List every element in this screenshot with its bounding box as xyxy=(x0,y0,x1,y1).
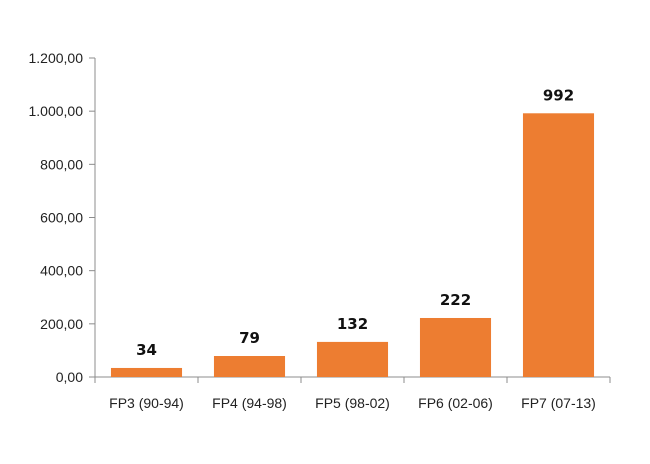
x-axis: FP3 (90-94) FP4 (94-98) FP5 (98-02) FP6 (02… xyxy=(94,376,611,411)
y-tick-label: 600,00 xyxy=(40,210,83,226)
y-axis: 0,00 200,00 400,00 600,00 800,00 1.000,00 1.20… xyxy=(29,50,96,385)
data-labels: 34 79 132 222 992 xyxy=(136,86,574,359)
y-tick-label: 1.000,00 xyxy=(29,103,84,119)
y-tick-label: 1.200,00 xyxy=(29,50,84,66)
bar xyxy=(110,367,183,377)
x-tick-label: FP5 (98-02) xyxy=(315,395,390,411)
x-tick-label: FP4 (94-98) xyxy=(212,395,287,411)
x-tick-label: FP7 (07-13) xyxy=(521,395,596,411)
y-tick-label: 400,00 xyxy=(40,263,83,279)
bar xyxy=(316,341,389,377)
y-tick-label: 800,00 xyxy=(40,156,83,172)
x-tick-label: FP3 (90-94) xyxy=(109,395,184,411)
y-tick-label: 0,00 xyxy=(56,369,83,385)
data-label: 34 xyxy=(136,341,157,359)
data-label: 992 xyxy=(543,86,574,104)
data-label: 132 xyxy=(337,315,368,333)
bar xyxy=(522,113,595,377)
data-label: 79 xyxy=(239,329,260,347)
x-tick-label: FP6 (02-06) xyxy=(418,395,493,411)
bars xyxy=(110,113,595,377)
bar xyxy=(213,355,286,377)
data-label: 222 xyxy=(440,291,471,309)
y-tick-label: 200,00 xyxy=(40,316,83,332)
bar xyxy=(419,317,492,377)
